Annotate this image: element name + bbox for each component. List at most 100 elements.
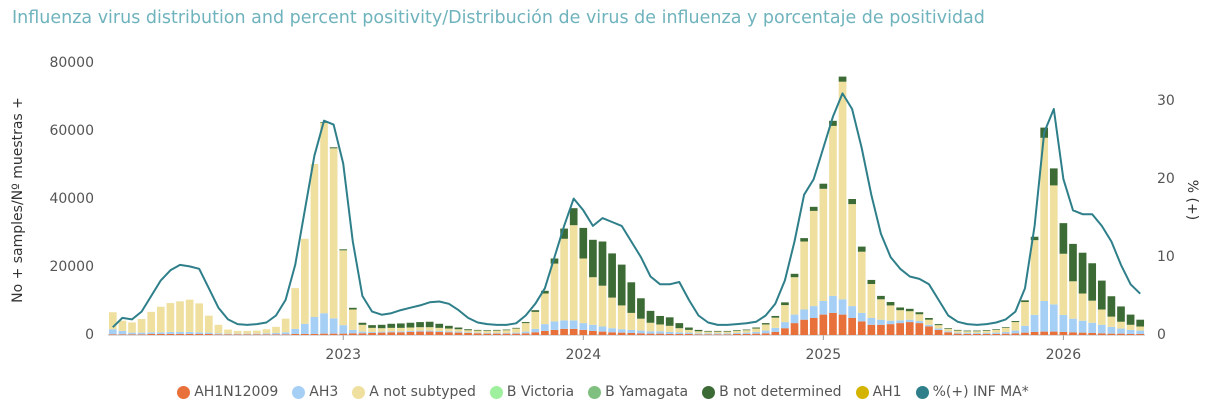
legend-swatch [292, 385, 306, 399]
bar-segment [598, 326, 607, 332]
bar-segment [857, 246, 866, 252]
bar-segment [1107, 326, 1116, 334]
bar-segment [166, 333, 175, 335]
bar-segment [137, 334, 146, 335]
bar-segment [454, 332, 463, 335]
bar-segment [925, 319, 933, 325]
bar-segment [1049, 185, 1058, 305]
bar-segment [819, 314, 828, 335]
bar-segment [915, 321, 924, 324]
bar-segment [867, 279, 876, 284]
bar-segment [944, 331, 953, 333]
bar-segment [579, 258, 588, 324]
bar-segment [1107, 296, 1116, 317]
bar-segment [1078, 293, 1087, 321]
bar-segment [781, 305, 789, 323]
bar-segment [838, 81, 847, 300]
bar-segment [905, 322, 914, 335]
bar-segment [320, 122, 328, 314]
bar-segment [425, 330, 434, 332]
bar-segment [617, 264, 626, 306]
bar-segment [137, 319, 146, 333]
bar-segment [1030, 240, 1039, 315]
bar-segment [742, 332, 751, 334]
bar-segment [368, 332, 376, 335]
bar-segment [1117, 321, 1125, 329]
bar-segment [637, 330, 645, 334]
bar-segment [339, 250, 348, 326]
bar-segment [569, 328, 578, 335]
bar-segment [1011, 333, 1020, 335]
bar-segment [1117, 328, 1125, 334]
bar-segment [1097, 309, 1106, 325]
bar-segment [1001, 327, 1010, 328]
bar-segment [358, 333, 367, 335]
bar-segment [1030, 236, 1039, 241]
legend-swatch [588, 385, 602, 399]
bar-segment [800, 309, 808, 320]
bar-segment [214, 334, 223, 335]
bar-segment [521, 322, 530, 324]
bar-segment [483, 330, 492, 331]
bar-segment [464, 332, 472, 333]
legend-label: AH1N12009 [194, 384, 279, 400]
bar-segment [272, 332, 280, 335]
y2-tick-label: 30 [1157, 93, 1175, 109]
bar-segment [473, 333, 482, 335]
bar-segment [733, 330, 741, 333]
bar-segment [1049, 168, 1058, 186]
bar-segment [867, 324, 876, 335]
bar-segment [771, 327, 780, 332]
bar-segment [147, 311, 156, 333]
bar-segment [704, 331, 712, 334]
bar-segment [1126, 314, 1135, 325]
bar-segment [541, 293, 549, 325]
bar-segment [809, 318, 818, 335]
bar-segment [752, 331, 760, 334]
bar-segment [953, 332, 962, 334]
bar-segment [665, 333, 674, 335]
bar-segment [973, 332, 981, 334]
bar-segment [1136, 333, 1145, 335]
bar-segment [1059, 331, 1068, 335]
bar-segment [733, 332, 741, 334]
bar-segment [992, 332, 1001, 334]
bar-segment [1136, 326, 1145, 331]
bar-segment [694, 333, 703, 335]
x-tick-label: 2026 [1046, 347, 1082, 363]
bar-segment [281, 334, 290, 335]
bar-segment [829, 125, 837, 296]
bar-segment [598, 241, 607, 286]
y-tick-label: 20000 [49, 259, 94, 275]
bar-segment [550, 263, 559, 322]
bar-segment [195, 332, 204, 334]
bar-segment [128, 334, 136, 335]
bar-segment [320, 313, 328, 334]
bar-segment [704, 330, 712, 332]
bar-segment [272, 334, 280, 335]
bar-segment [262, 329, 271, 334]
bar-segment [1030, 331, 1039, 335]
bar-segment [1097, 333, 1106, 335]
bar-segment [723, 330, 732, 332]
bar-segment [569, 208, 578, 226]
bar-segment [579, 329, 588, 335]
bar-segment [252, 330, 261, 334]
bar-segment [848, 199, 856, 205]
bar-segment [992, 329, 1001, 333]
bar-segment [838, 299, 847, 315]
bar-segment [147, 333, 156, 335]
bar-segment [1069, 318, 1077, 333]
bar-segment [1136, 330, 1145, 334]
chart-title: Influenza virus distribution and percent… [12, 8, 985, 28]
bar-segment [790, 277, 799, 315]
bar-segment [358, 331, 367, 334]
bar-segment [483, 332, 492, 334]
x-tick-label: 2023 [325, 347, 361, 363]
bar-segment [387, 331, 396, 333]
bar-segment [685, 327, 693, 330]
bar-segment [1030, 314, 1039, 332]
bar-segment [579, 323, 588, 330]
bar-segment [435, 327, 444, 331]
bar-segment [1049, 331, 1058, 335]
